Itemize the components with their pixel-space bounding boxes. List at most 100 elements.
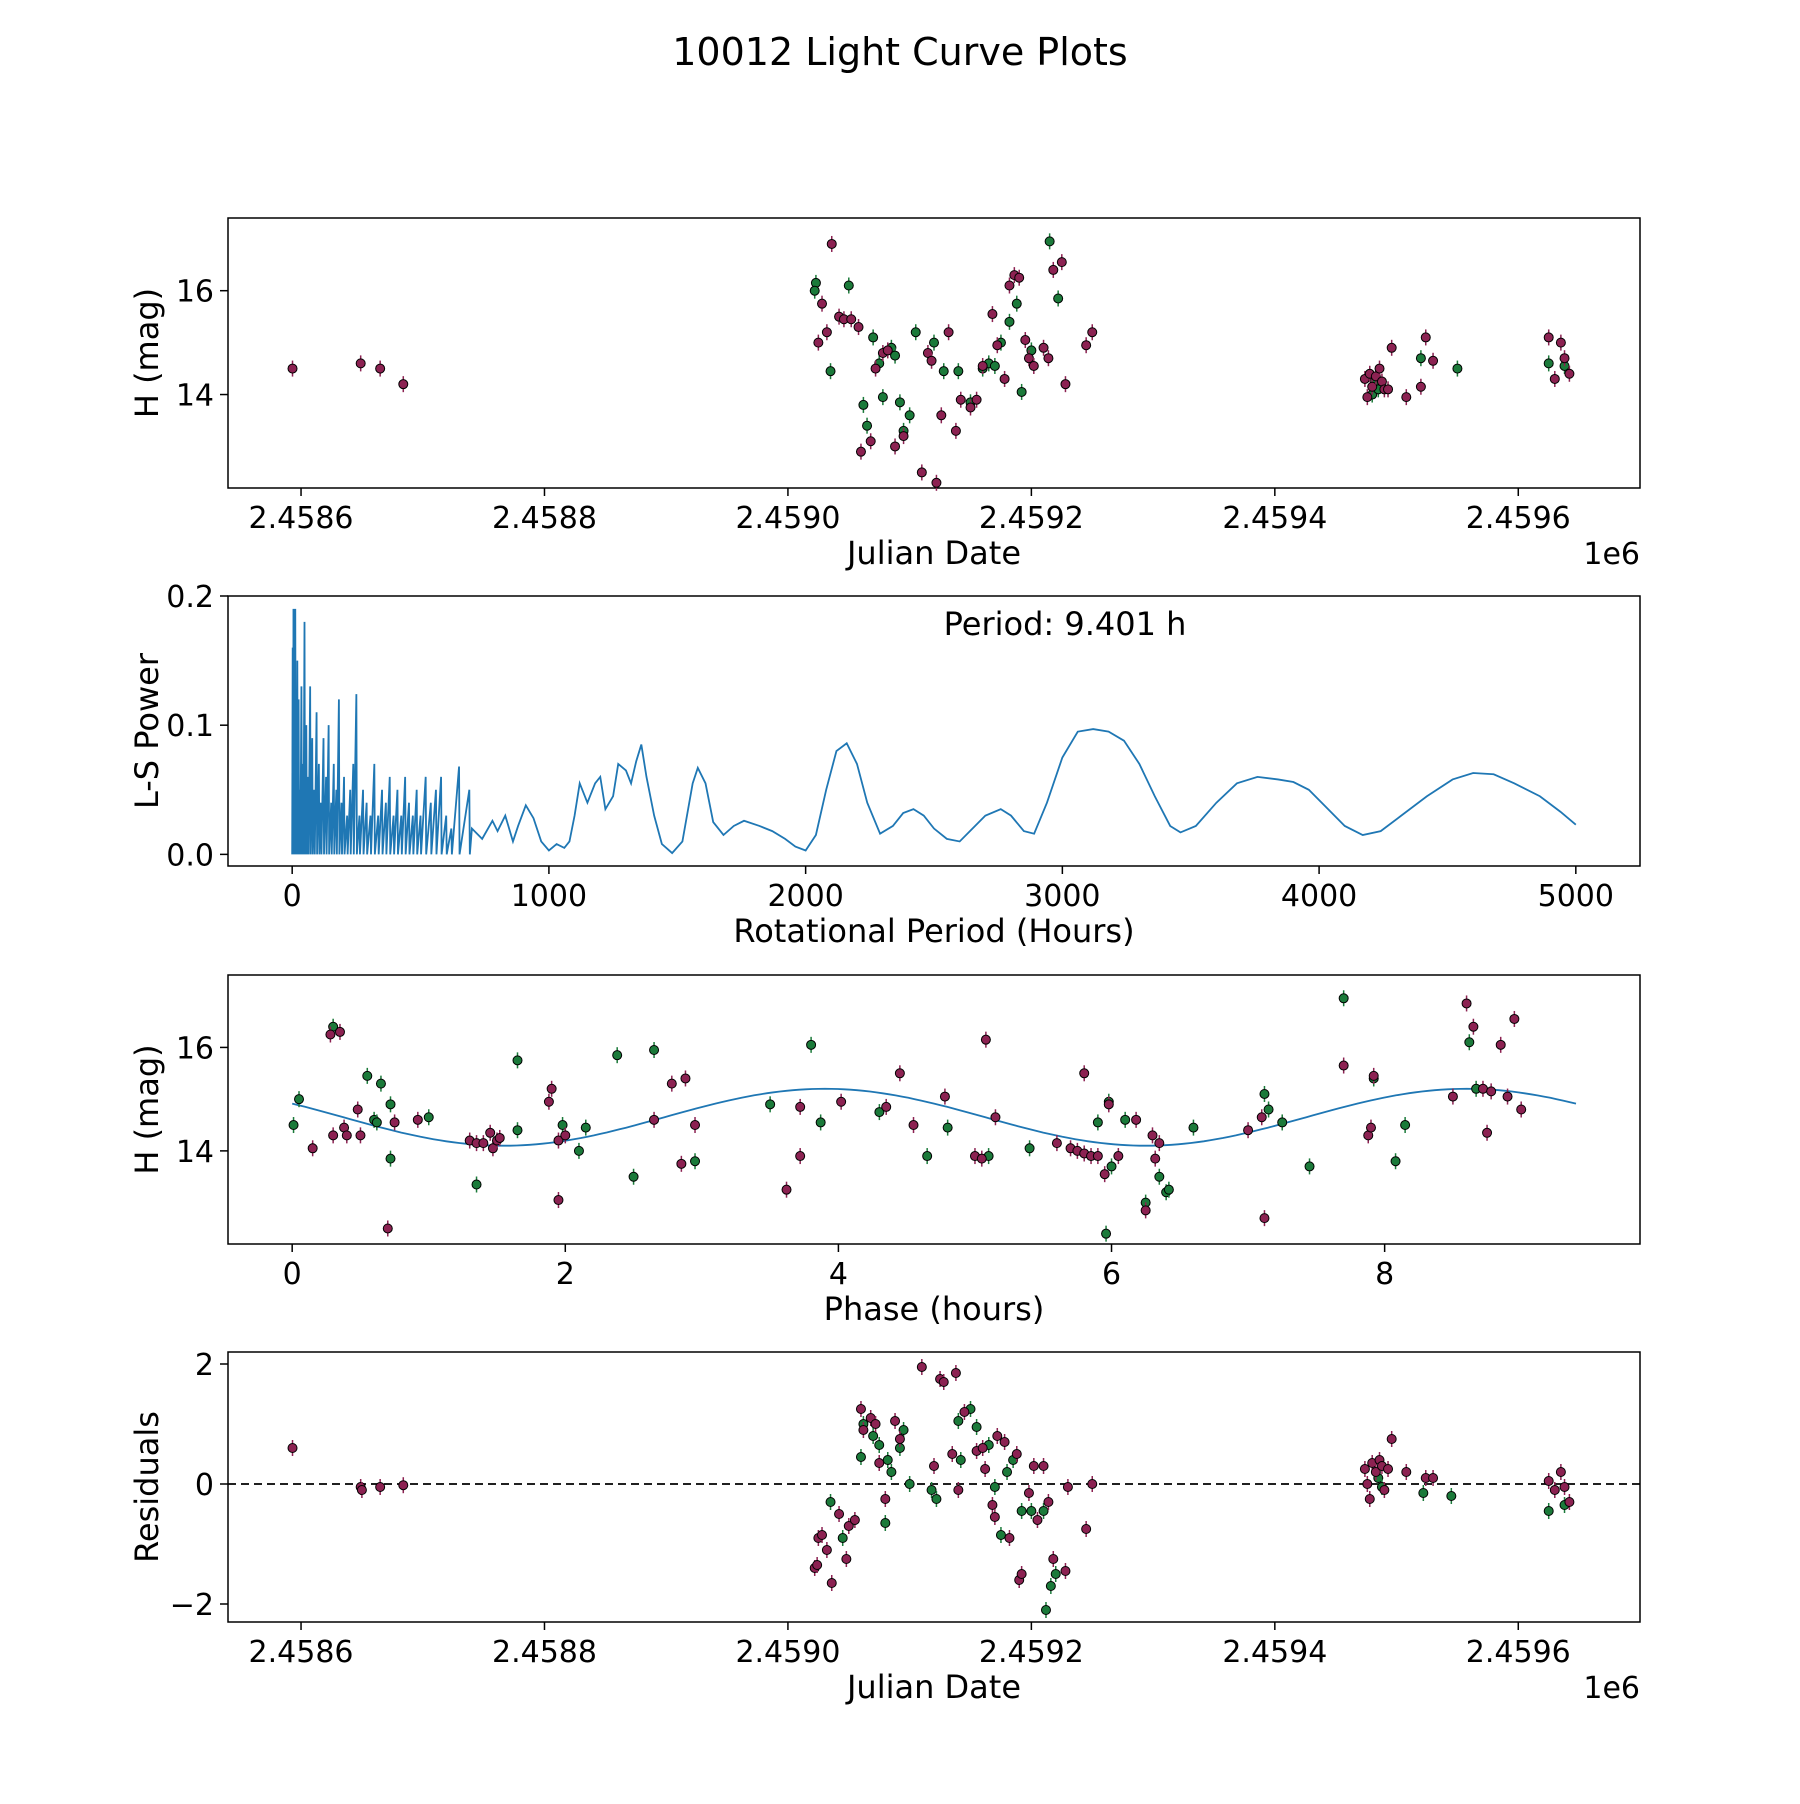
lightcurve-point-red: [1020, 335, 1031, 346]
period-annotation: Period: 9.401 h: [944, 605, 1187, 643]
phase-point-red: [485, 1127, 496, 1138]
lightcurve-point-red: [1004, 280, 1015, 291]
lightcurve-xtick-label: 2.4590: [735, 501, 840, 536]
residuals-point-red: [1087, 1479, 1098, 1489]
phase-xtick-label: 4: [829, 1257, 848, 1292]
phase-point-green: [649, 1045, 660, 1056]
phase-point-red: [1486, 1086, 1497, 1097]
phase-point-red: [1495, 1039, 1506, 1050]
phase-point-red: [1468, 1021, 1479, 1032]
lightcurve-point-red: [1415, 381, 1426, 392]
residuals-point-red: [858, 1425, 869, 1435]
lightcurve-point-red: [926, 355, 937, 366]
residuals-point-green: [904, 1479, 915, 1489]
phase-point-red: [666, 1078, 677, 1089]
residuals-point-red: [841, 1554, 852, 1564]
residuals-point-red: [1549, 1485, 1560, 1495]
phase-point-red: [1099, 1169, 1110, 1180]
phase-point-green: [1101, 1228, 1112, 1239]
lightcurve-point-green: [929, 337, 939, 348]
residuals-point-red: [1359, 1464, 1370, 1474]
lightcurve-point-red: [1420, 332, 1431, 343]
phase-point-green: [942, 1122, 953, 1133]
lightcurve-point-green: [894, 397, 905, 408]
phase-point-red: [1502, 1091, 1513, 1102]
phase-point-red: [494, 1132, 505, 1143]
lightcurve-point-green: [938, 366, 949, 377]
phase-point-green: [1263, 1104, 1274, 1115]
lightcurve-point-red: [1038, 342, 1049, 353]
residuals-point-red: [1428, 1473, 1439, 1483]
phase-point-green: [362, 1070, 373, 1081]
residuals-point-red: [812, 1560, 823, 1570]
residuals-point-green: [898, 1425, 909, 1435]
lightcurve-point-green: [862, 420, 873, 431]
lightcurve-point-green: [1004, 316, 1015, 327]
residuals-point-green: [1002, 1467, 1013, 1477]
lightcurve-point-red: [1048, 264, 1059, 275]
phase-point-green: [423, 1112, 434, 1123]
phase-point-red: [680, 1073, 691, 1084]
residuals-point-green: [931, 1494, 942, 1504]
lightcurve-point-red: [1014, 272, 1025, 283]
phase-point-red: [939, 1091, 950, 1102]
phase-point-red: [1482, 1127, 1493, 1138]
residuals-point-green: [1050, 1569, 1061, 1579]
residuals-point-green: [1026, 1506, 1037, 1516]
lightcurve-point-green: [1011, 298, 1022, 309]
phase-point-red: [1256, 1112, 1267, 1123]
residuals-point-red: [894, 1434, 905, 1444]
phase-panel: 0 2 4 6 8 14 16 Phase (hours) H (mag): [128, 974, 1641, 1328]
periodogram-xtick-label: 5000: [1538, 879, 1614, 914]
lightcurve-xtick-label: 2.4588: [492, 501, 597, 536]
lightcurve-ylabel: H (mag): [128, 288, 166, 418]
residuals-xtick-label: 2.4586: [249, 1635, 354, 1670]
phase-point-red: [1150, 1153, 1161, 1164]
lightcurve-point-green: [843, 280, 854, 291]
lightcurve-point-red: [1081, 340, 1092, 351]
periodogram-xtick-label: 1000: [511, 879, 587, 914]
lightcurve-point-red: [1056, 257, 1067, 268]
phase-point-red: [881, 1101, 892, 1112]
periodogram-ylabel: L-S Power: [128, 652, 166, 809]
periodogram-panel: 0 1000 2000 3000 4000 5000 0.0 0.1 0.2 Rotational…: [128, 580, 1641, 950]
lightcurve-point-red: [826, 238, 837, 249]
lightcurve-point-green: [1053, 293, 1064, 304]
residuals-point-red: [916, 1362, 927, 1372]
phase-point-red: [1365, 1122, 1376, 1133]
phase-point-red: [543, 1096, 554, 1107]
residuals-point-red: [834, 1509, 845, 1519]
lightcurve-point-red: [853, 322, 864, 333]
residuals-point-green: [886, 1467, 897, 1477]
residuals-axes-frame: [227, 1351, 1641, 1623]
phase-point-green: [1304, 1161, 1315, 1172]
residuals-point-red: [1362, 1479, 1373, 1489]
lightcurve-point-red: [965, 402, 976, 413]
phase-point-red: [1103, 1099, 1114, 1110]
phase-point-green: [1259, 1088, 1270, 1099]
residuals-ytick-label: 2: [195, 1348, 214, 1383]
lightcurve-point-red: [955, 394, 966, 405]
residuals-ytick-label: −2: [170, 1588, 214, 1623]
residuals-point-green: [1418, 1488, 1429, 1498]
residuals-point-red: [950, 1368, 961, 1378]
lightcurve-point-red: [1060, 379, 1071, 390]
phase-point-red: [1447, 1091, 1458, 1102]
phase-ylabel: H (mag): [128, 1044, 166, 1174]
lightcurve-point-red: [1087, 327, 1098, 338]
residuals-ytick-label: 0: [195, 1468, 214, 1503]
phase-point-red: [990, 1112, 1001, 1123]
residuals-point-red: [1543, 1476, 1554, 1486]
phase-point-green: [1400, 1120, 1411, 1131]
phase-point-red: [1516, 1104, 1527, 1115]
phase-point-red: [1477, 1083, 1488, 1094]
residuals-point-red: [989, 1512, 1000, 1522]
lightcurve-point-red: [1555, 337, 1566, 348]
lightcurve-axes-frame: [227, 217, 1641, 489]
lightcurve-x-offset-label: 1e6: [1583, 537, 1640, 572]
phase-point-red: [1368, 1070, 1379, 1081]
phase-ytick-label: 16: [176, 1031, 214, 1066]
lightcurve-point-red: [1362, 392, 1373, 403]
phase-point-green: [371, 1117, 382, 1128]
